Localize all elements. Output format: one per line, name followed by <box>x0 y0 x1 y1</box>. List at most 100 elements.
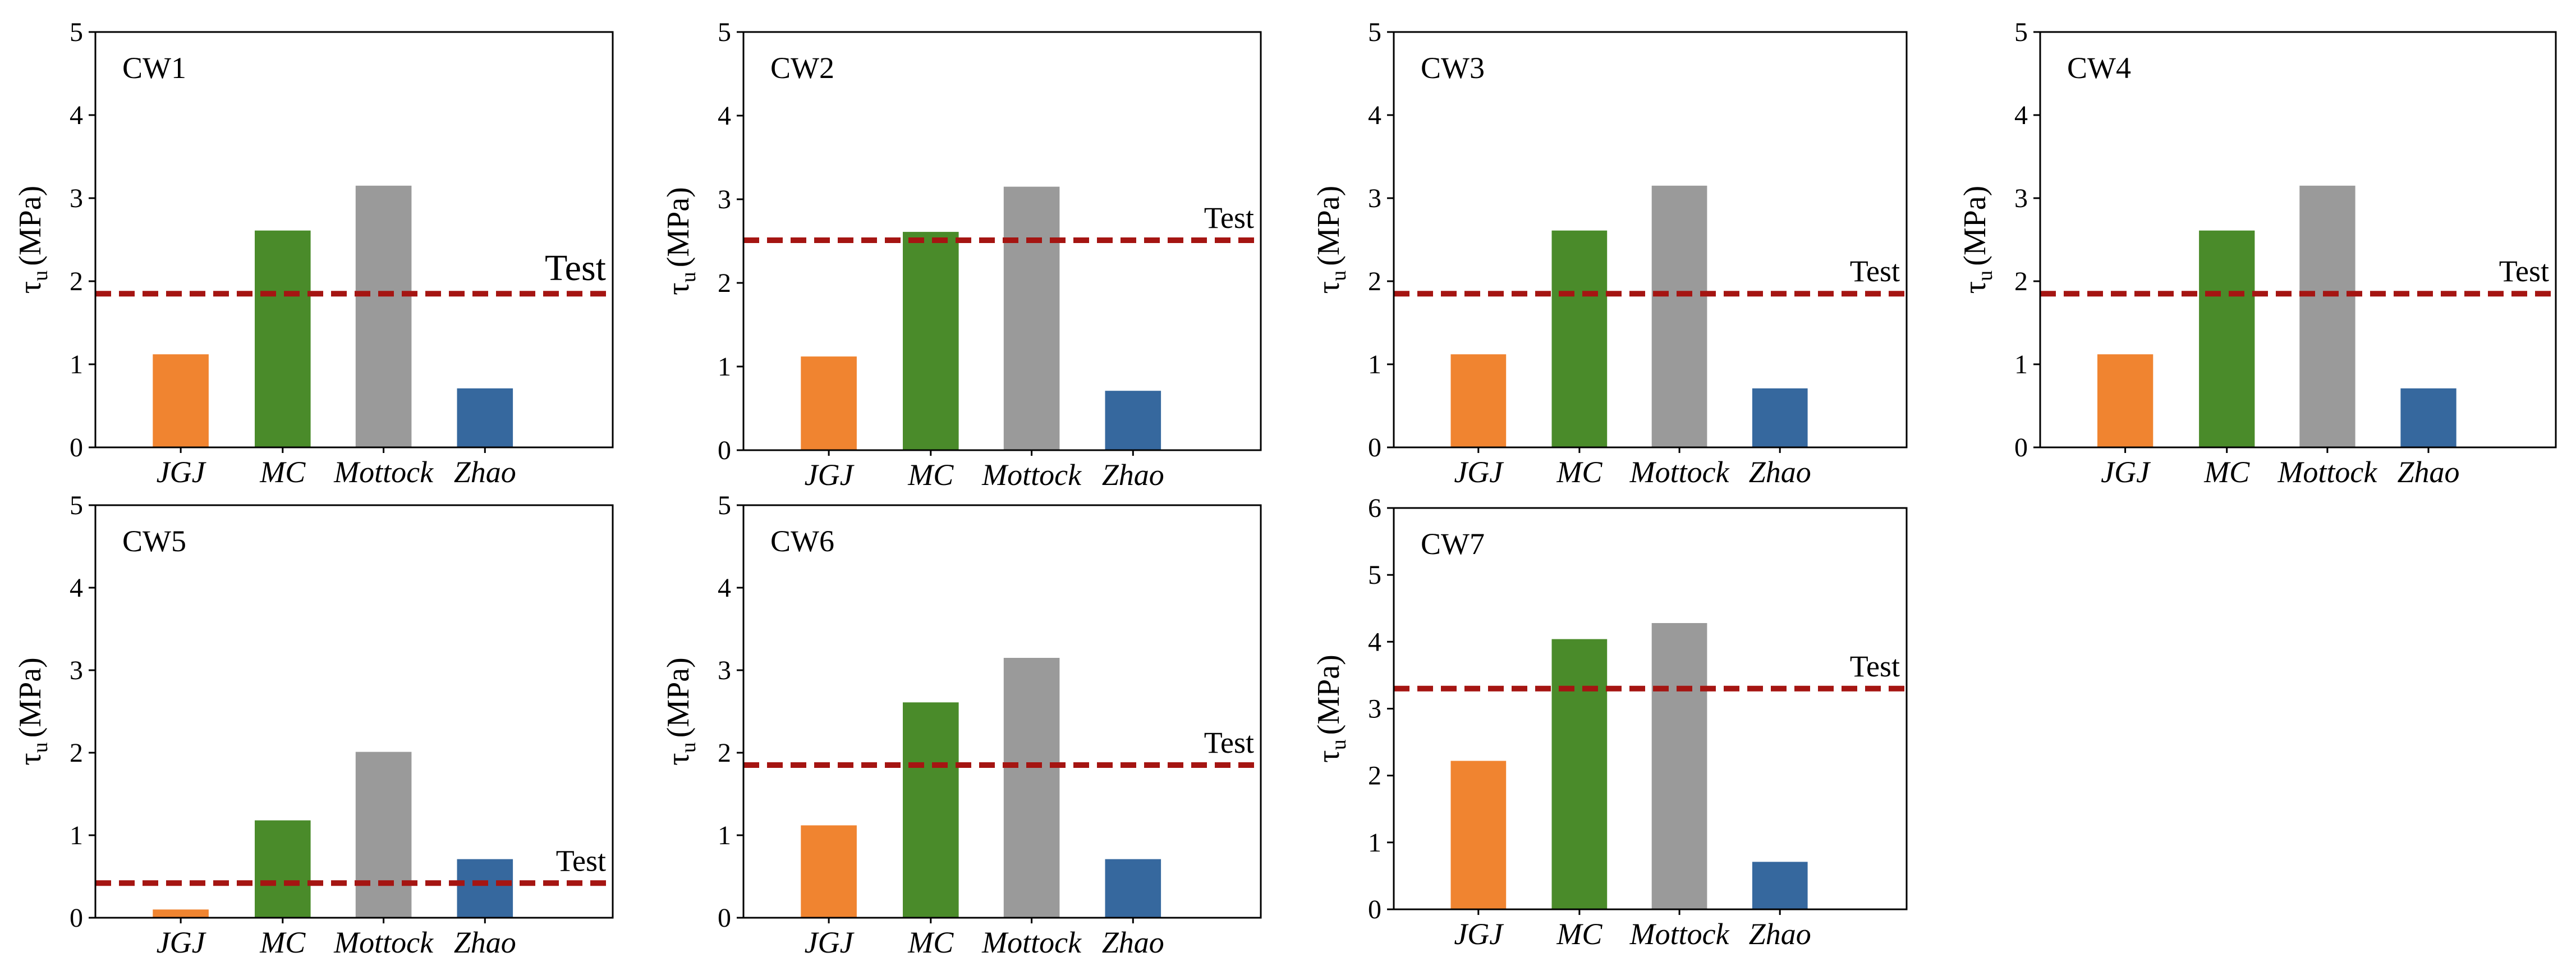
y-tick-label: 3 <box>70 184 83 213</box>
test-label: Test <box>2499 254 2549 288</box>
y-tick-label: 3 <box>2014 184 2028 213</box>
plot-frame <box>742 31 1262 451</box>
x-tick-label-mottock: Mottock <box>981 458 1082 492</box>
y-axis-unit: (MPa) <box>661 187 696 267</box>
x-tick-label-mc: MC <box>907 458 954 492</box>
y-tick-label: 4 <box>70 573 83 603</box>
x-tick-label-jgj: JGJ <box>2101 455 2151 489</box>
bar-mottock <box>1651 185 1707 447</box>
y-axis-subscript: u <box>29 742 52 753</box>
y-tick-label: 5 <box>2014 17 2028 47</box>
y-axis-subscript: u <box>1327 271 1351 281</box>
bar-mc <box>903 702 959 918</box>
y-tick-label: 1 <box>1368 828 1381 858</box>
x-tick-label-mc: MC <box>259 455 306 489</box>
y-axis-symbol: τ <box>13 753 48 766</box>
x-tick-label-mc: MC <box>1556 917 1602 951</box>
test-label: Test <box>556 844 606 877</box>
panel-title: CW6 <box>770 524 834 558</box>
y-axis-symbol: τ <box>661 282 696 295</box>
x-tick-label-mottock: Mottock <box>2277 455 2377 489</box>
bar-zhao <box>457 388 513 447</box>
test-label: Test <box>545 248 606 289</box>
y-tick-label: 0 <box>1368 895 1381 924</box>
bar-mc <box>2199 230 2255 447</box>
y-axis-label: τu (MPa) <box>661 657 700 766</box>
subplot-cw1: Test 0 1 2 3 4 5 JGJ MC Mottock Zhao CW1 τu (MPa) <box>13 17 614 489</box>
x-tick-label-mottock: Mottock <box>1629 917 1730 951</box>
y-tick-label: 2 <box>1368 267 1381 296</box>
x-tick-label-mottock: Mottock <box>333 455 434 489</box>
y-axis-symbol: τ <box>1958 281 1992 294</box>
y-tick-label: 3 <box>1368 184 1381 213</box>
x-tick-label-zhao: Zhao <box>2397 455 2459 489</box>
x-tick-label-jgj: JGJ <box>157 455 207 489</box>
subplot-cw2: Test 0 1 2 3 4 5 JGJ MC Mottock Zhao CW2 τu (MPa) <box>661 17 1262 492</box>
bar-jgj <box>153 354 209 447</box>
y-axis-unit: (MPa) <box>1958 186 1992 266</box>
y-axis-symbol: τ <box>1311 281 1346 294</box>
x-tick-label-jgj: JGJ <box>1454 455 1504 489</box>
y-tick-label: 1 <box>1368 350 1381 379</box>
bar-jgj <box>1450 354 1507 447</box>
plot-frame <box>742 504 1262 919</box>
y-tick-label: 2 <box>718 268 731 298</box>
subplot-cw3: Test 0 1 2 3 4 5 JGJ MC Mottock Zhao CW3 τu (MPa) <box>1311 17 1908 489</box>
x-tick-label-zhao: Zhao <box>1749 455 1811 489</box>
plot-frame <box>2039 31 2557 448</box>
bar-mc <box>903 232 959 450</box>
y-tick-label: 3 <box>1368 694 1381 724</box>
subplot-cw7: Test 0 1 2 3 4 5 6 JGJ MC Mottock Zhao CW7 τu (MPa) <box>1311 493 1908 951</box>
y-axis-label: τu (MPa) <box>1958 186 1997 294</box>
bar-mottock <box>1651 623 1707 909</box>
y-tick-label: 0 <box>718 436 731 465</box>
subplot-cw6: Test 0 1 2 3 4 5 JGJ MC Mottock Zhao CW6 τu (MPa) <box>661 491 1262 959</box>
y-tick-label: 1 <box>718 352 731 382</box>
panel-title: CW5 <box>122 524 186 558</box>
y-tick-label: 0 <box>1368 433 1381 463</box>
y-tick-label: 5 <box>718 491 731 520</box>
x-tick-label-zhao: Zhao <box>454 455 516 489</box>
bar-mc <box>255 230 311 447</box>
y-tick-label: 2 <box>70 267 83 296</box>
y-tick-label: 2 <box>70 738 83 768</box>
bar-mottock <box>1003 186 1060 450</box>
y-tick-label: 0 <box>70 433 83 463</box>
y-axis-unit: (MPa) <box>13 186 48 266</box>
bar-zhao <box>1105 391 1161 450</box>
y-tick-label: 1 <box>718 821 731 850</box>
x-tick-label-jgj: JGJ <box>805 458 855 492</box>
y-tick-label: 4 <box>1368 627 1381 657</box>
bar-jgj <box>801 825 857 918</box>
y-axis-unit: (MPa) <box>661 657 696 738</box>
bar-mottock <box>2299 185 2355 447</box>
x-tick-label-mc: MC <box>259 926 306 959</box>
y-axis-label: τu (MPa) <box>13 657 52 766</box>
panel-title: CW2 <box>770 51 834 85</box>
y-tick-label: 4 <box>1368 100 1381 130</box>
bar-jgj <box>801 356 857 450</box>
x-tick-label-jgj: JGJ <box>805 926 855 959</box>
panel-title: CW7 <box>1421 527 1485 561</box>
y-tick-label: 1 <box>70 350 83 379</box>
y-tick-label: 0 <box>2014 433 2028 463</box>
y-tick-label: 4 <box>2014 100 2028 130</box>
y-axis-unit: (MPa) <box>1311 654 1346 735</box>
y-axis-symbol: τ <box>661 753 696 766</box>
y-axis-label: τu (MPa) <box>1311 654 1351 763</box>
y-tick-label: 3 <box>718 185 731 214</box>
y-tick-label: 4 <box>718 573 731 603</box>
x-tick-label-zhao: Zhao <box>1102 926 1164 959</box>
y-axis-subscript: u <box>677 272 700 282</box>
x-tick-label-zhao: Zhao <box>1102 458 1164 492</box>
x-tick-label-mottock: Mottock <box>1629 455 1730 489</box>
bar-jgj <box>2097 354 2153 447</box>
y-axis-symbol: τ <box>1311 750 1346 763</box>
bar-mottock <box>1003 658 1060 918</box>
subplot-cw5: Test 0 1 2 3 4 5 JGJ MC Mottock Zhao CW5 τu (MPa) <box>13 491 614 959</box>
x-tick-label-mc: MC <box>907 926 954 959</box>
bar-mc <box>1551 639 1608 909</box>
x-tick-label-jgj: JGJ <box>1454 917 1504 951</box>
bar-mottock <box>355 185 412 447</box>
